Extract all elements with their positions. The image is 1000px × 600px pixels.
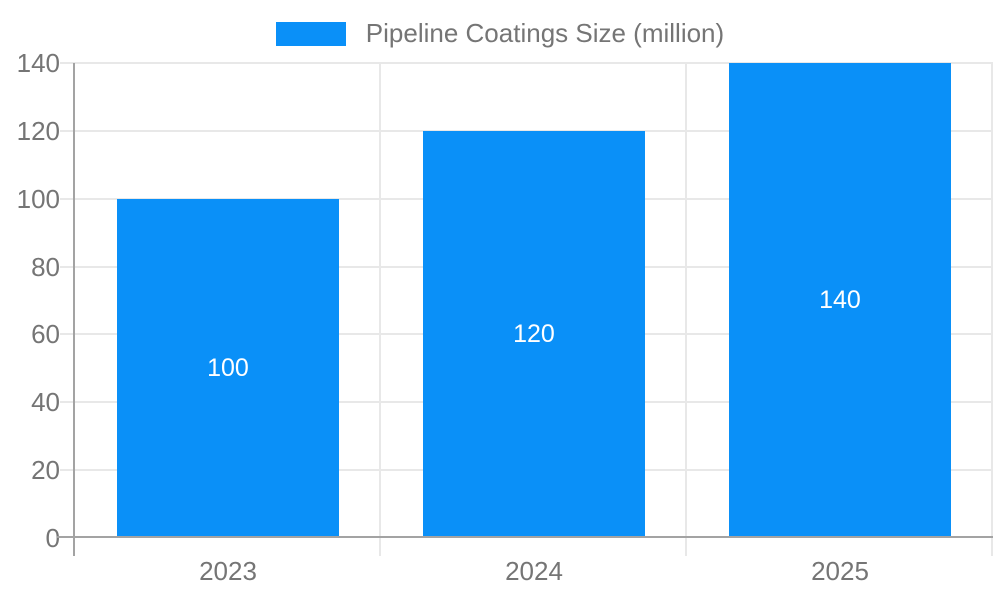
gridline-x-2 [685, 63, 687, 556]
legend-swatch [275, 21, 346, 46]
gridline-y-120 [60, 129, 993, 132]
bar-value-label-2024: 120 [513, 319, 555, 348]
y-tick-label-40: 40 [31, 387, 60, 418]
y-tick-label-80: 80 [31, 251, 60, 282]
y-tick-label-120: 120 [16, 115, 60, 146]
bar-2024: 120 [423, 130, 645, 538]
x-tick-label-2023: 2023 [199, 556, 257, 586]
bar-value-label-2025: 140 [819, 286, 861, 314]
gridline-y-140 [60, 62, 993, 64]
bar-2023: 100 [117, 198, 339, 538]
y-axis-line [73, 63, 75, 556]
x-axis-line [57, 536, 993, 538]
gridline-x-3 [991, 63, 993, 556]
y-tick-label-140: 140 [16, 48, 60, 78]
y-tick-label-60: 60 [31, 319, 60, 350]
gridline-x-1 [379, 63, 381, 556]
bar-2025: 140 [729, 63, 951, 538]
y-tick-label-0: 0 [45, 523, 60, 553]
x-tick-label-2025: 2025 [811, 556, 869, 586]
plot-area: 100 120 140 [60, 62, 993, 556]
legend-label: Pipeline Coatings Size (million) [365, 18, 725, 48]
x-tick-label-2024: 2024 [505, 556, 563, 586]
y-tick-label-100: 100 [16, 183, 60, 214]
y-tick-label-20: 20 [31, 455, 60, 486]
legend: Pipeline Coatings Size (million) [0, 18, 1000, 49]
bar-value-label-2023: 100 [207, 353, 249, 382]
